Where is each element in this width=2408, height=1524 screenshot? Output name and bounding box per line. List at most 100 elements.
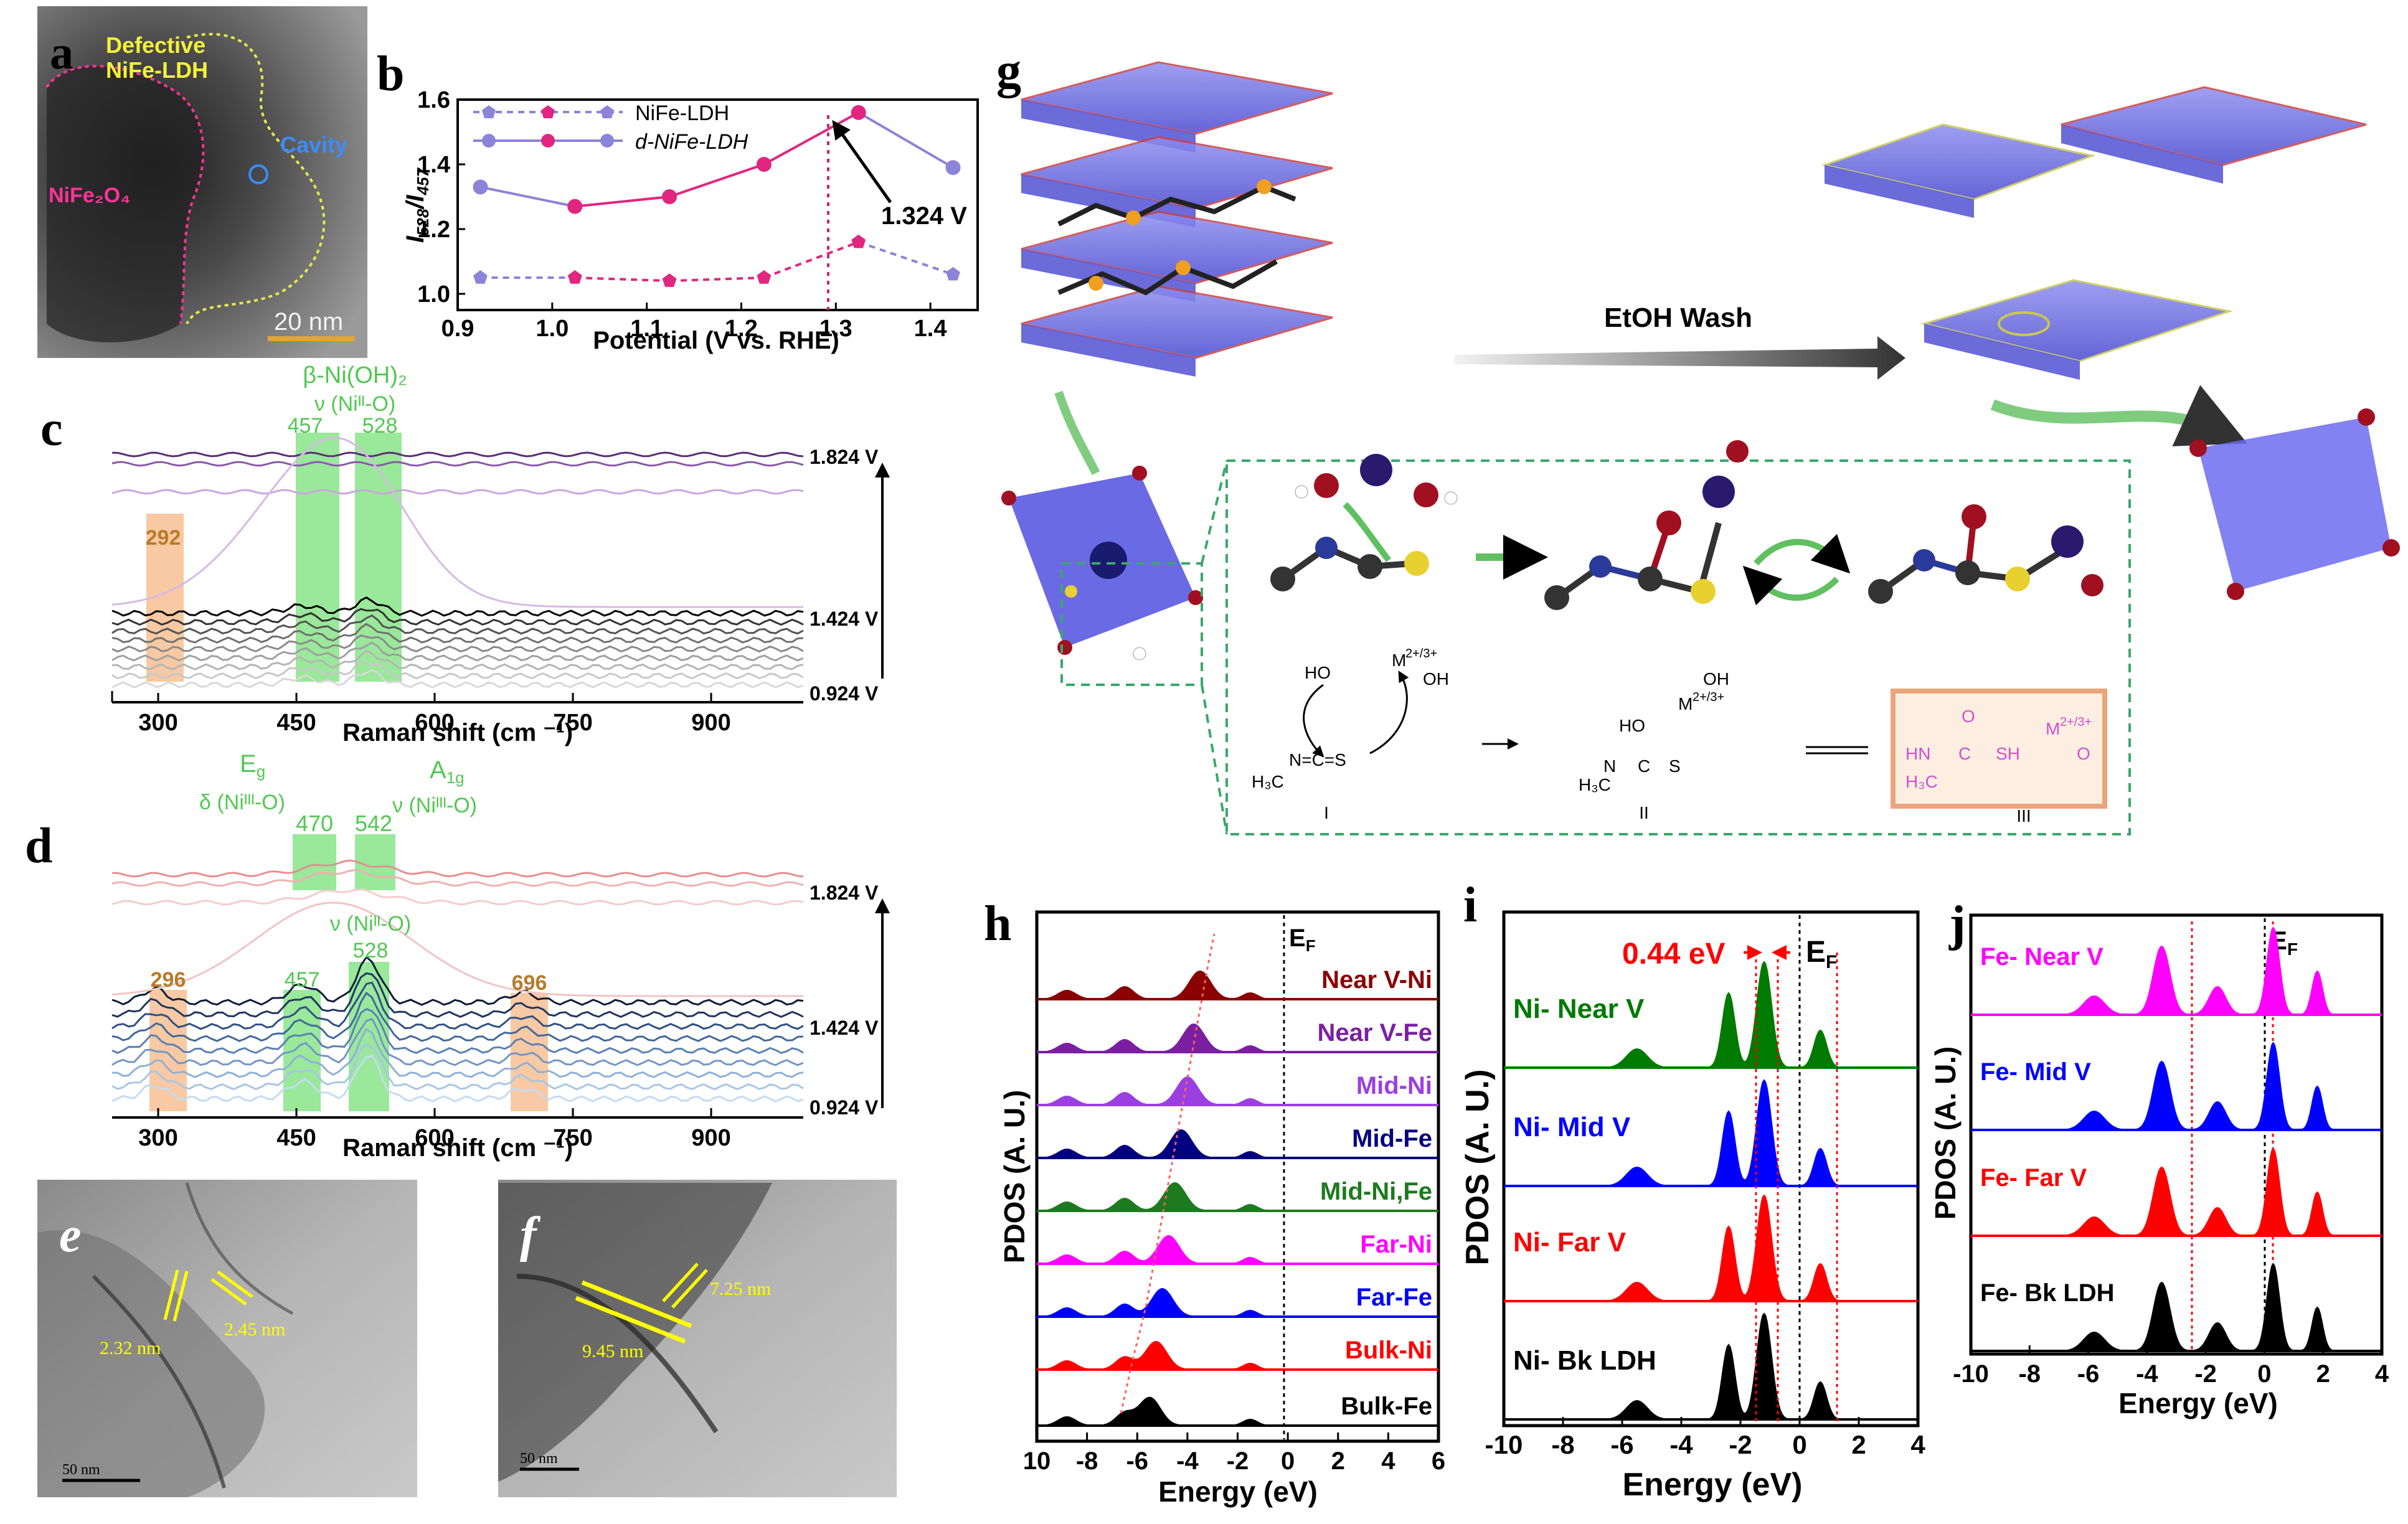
voltage-d-mid: 1.424 V [810, 1017, 879, 1039]
panel-label-d: d [25, 819, 53, 873]
i-traces-tick-label-5: 0 [1792, 1430, 1806, 1459]
scheme1-m: M [1392, 651, 1406, 670]
ef-label-i: EF [1806, 936, 1837, 972]
panel-label-i: i [1463, 878, 1477, 933]
h-traces-tick-label-1: -8 [1076, 1447, 1098, 1475]
c-traces-low-6 [111, 649, 804, 670]
series-b [473, 105, 961, 287]
c-traces-low-0 [111, 596, 804, 617]
point-b-0-5 [946, 266, 960, 281]
measure-e-2: 2.45 nm [224, 1319, 285, 1340]
d-traces-high-1 [111, 869, 804, 887]
xtick-label-b-1: 1.0 [536, 316, 569, 342]
frame-j [1969, 913, 2384, 1356]
j-traces-label-2: Fe- Far V [1980, 1164, 2087, 1192]
legend-marker-b-4 [541, 134, 555, 148]
ticks-i: -10 -8 -6 -4 -2 0 2 4 [1485, 1417, 1925, 1459]
d-traces-low-7 [111, 1043, 804, 1091]
scheme3-o2: O [2077, 744, 2090, 763]
d-traces-low-1 [111, 972, 804, 1018]
j-traces-area-1 [1971, 1042, 2382, 1131]
d-traces-low-3 [111, 991, 804, 1042]
nu-label-d: ν (Niᴵᴵ-O) [330, 912, 411, 936]
scheme-1: HO M 2+/3+ OH H₃C N=C=S I [1252, 647, 1449, 822]
ldh-slabs-right [1821, 86, 2367, 380]
molecule-1 [1270, 454, 1458, 591]
ytick-label-b-1: 1.2 [417, 217, 450, 243]
voltage-d-top: 1.824 V [810, 882, 879, 904]
label-cavity: Cavity [280, 132, 347, 158]
xtick-label-b-0: 0.9 [441, 316, 475, 342]
h-traces-tick-label-8: 6 [1432, 1447, 1445, 1475]
segment-b-1-4 [857, 111, 954, 169]
nife2o4-outline [45, 65, 205, 324]
frame-i [1502, 910, 1920, 1428]
scheme2-oh: OH [1703, 669, 1729, 689]
wash-label: EtOH Wash [1604, 303, 1752, 333]
i-traces-tick-label-3: -4 [1669, 1430, 1693, 1459]
j-traces-tick-label-2: -6 [2077, 1360, 2100, 1388]
h-traces-tick-label-3: -4 [1176, 1447, 1199, 1475]
peak-d-296: 296 [151, 968, 186, 992]
panel-label-a: a [50, 27, 73, 79]
h-traces-label-1: Near V-Fe [1317, 1019, 1432, 1047]
measure-e-1: 2.32 nm [100, 1338, 161, 1358]
c-traces-low-4 [111, 634, 804, 653]
octahedron-right [2189, 408, 2400, 600]
plot-frame-b [456, 98, 979, 311]
panel-h: h EF Near V-Ni Near V-Fe Mid-Ni Mid-Fe Mid-N… [984, 896, 1445, 1508]
ylabel-b: I528/I457 [402, 167, 432, 243]
wash-arrow [1454, 336, 1905, 380]
octahedron-left [1001, 466, 1203, 661]
scheme1-h3c: H₃C [1252, 772, 1284, 791]
eg-label: Eg [240, 750, 265, 781]
scheme2-h3c: H₃C [1579, 775, 1611, 794]
point-b-0-0 [473, 270, 488, 284]
j-traces-area-0 [1971, 926, 2382, 1015]
h-traces-label-4: Mid-Ni,Fe [1320, 1178, 1432, 1205]
c-traces-tick-label-2: 600 [415, 710, 454, 736]
scheme1-charge: 2+/3+ [1405, 647, 1437, 661]
cavity-marker [248, 164, 268, 184]
j-traces-area-2 [1971, 1147, 2382, 1236]
label-nife2o4: NiFe₂O₄ [49, 184, 130, 207]
d-traces-high-2 [111, 888, 804, 906]
h-traces-label-3: Mid-Fe [1352, 1125, 1432, 1152]
j-traces-tick-label-3: -4 [2136, 1360, 2158, 1388]
ytick-label-b-2: 1.4 [417, 152, 450, 178]
segment-b-1-0 [480, 186, 575, 208]
panel-label-j: j [1948, 896, 1966, 951]
peak-d-470: 470 [296, 811, 333, 836]
i-traces-label-2: Ni- Far V [1513, 1227, 1627, 1258]
panel-f: f 7.25 nm 9.45 nm 50 nm [498, 1180, 897, 1497]
j-traces-tick-label-4: -2 [2194, 1360, 2217, 1388]
j-traces-tick-label-5: 0 [2257, 1360, 2271, 1388]
scheme-3: HN C SH M 2+/3+ O O H₃C III [1891, 689, 2107, 826]
xlabel-j: Energy (eV) [2118, 1387, 2278, 1419]
d-traces-tick-label-3: 750 [553, 1125, 592, 1151]
ticks-j: -10 -8 -6 -4 -2 0 2 4 [1953, 1345, 2389, 1388]
j-traces-tick-label-1: -8 [2018, 1360, 2041, 1388]
h-traces-tick-label-7: 4 [1381, 1447, 1395, 1475]
d-hump-trace [111, 901, 803, 997]
traces-j: Fe- Near V Fe- Mid V Fe- Far V Fe- Bk LDH [1971, 926, 2382, 1352]
point-b-1-4 [851, 105, 866, 120]
scheme3-sh: SH [1996, 744, 2020, 763]
xtick-label-b-4: 1.3 [819, 316, 852, 342]
xlabel-i: Energy (eV) [1623, 1467, 1803, 1503]
d-traces-low-6 [111, 1027, 804, 1078]
h-traces-label-2: Mid-Ni [1356, 1072, 1432, 1099]
panel-a: a Defective NiFe-LDH Cavity NiFe₂O₄ 20 nm [37, 6, 367, 358]
voltage-d-bot: 0.924 V [810, 1096, 879, 1119]
eg-sub: δ (Niᴵᴵᴵ-O) [199, 791, 285, 814]
c-traces-low-5 [111, 641, 804, 662]
j-traces-tick-label-0: -10 [1953, 1360, 1989, 1388]
segment-b-0-2 [669, 276, 764, 283]
scheme3-hn: HN [1905, 744, 1930, 763]
xtick-label-b-5: 1.4 [914, 316, 947, 342]
c-traces-tick-label-1: 450 [276, 710, 316, 736]
a1g-sub: ν (Niᴵᴵᴵ-O) [392, 794, 477, 817]
i-traces-tick-label-6: 2 [1851, 1430, 1866, 1459]
panel-b: b 0.9 1.0 1.1 1.2 1.3 1.4 1.0 1.2 1.4 1.6 1.324 V… [377, 47, 979, 354]
legend-b: NiFe-LDH d-NiFe-LDH [473, 101, 748, 154]
